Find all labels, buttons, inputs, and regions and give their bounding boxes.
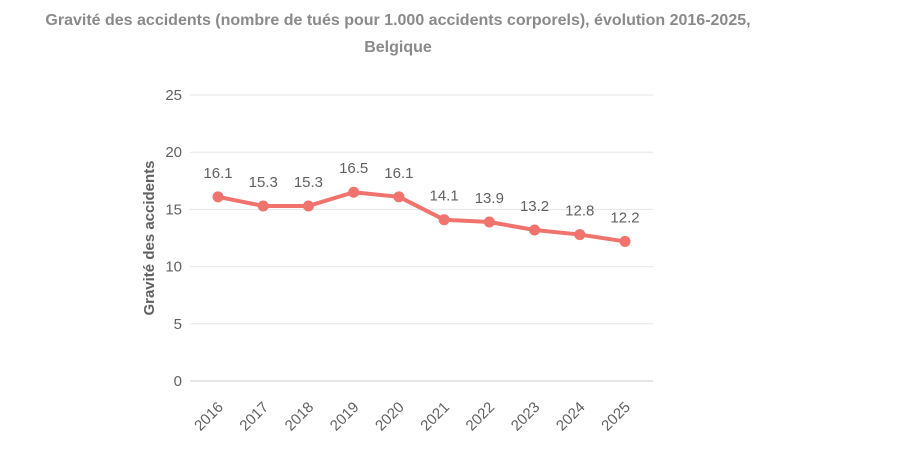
x-tick-label: 2021 xyxy=(417,399,453,435)
y-axis-title: Gravité des accidents xyxy=(141,160,158,315)
x-tick-label: 2025 xyxy=(598,399,634,435)
y-tick-label: 10 xyxy=(165,259,182,276)
data-point-label: 16.1 xyxy=(203,165,232,182)
data-series-line xyxy=(216,190,627,244)
y-tick-label: 15 xyxy=(165,201,182,218)
x-tick-label: 2023 xyxy=(508,399,544,435)
data-point-label: 12.2 xyxy=(610,209,639,226)
x-tick-label: 2019 xyxy=(327,399,363,435)
x-tick-label: 2022 xyxy=(463,399,499,435)
y-tick-label: 0 xyxy=(174,373,182,390)
chart-title: Gravité des accidents (nombre de tués po… xyxy=(0,7,796,61)
data-point-label: 13.9 xyxy=(475,190,504,207)
y-tick-label: 5 xyxy=(174,316,182,333)
data-point[interactable] xyxy=(483,216,495,228)
x-tick-label: 2020 xyxy=(372,399,408,435)
x-tick-label: 2017 xyxy=(236,399,272,435)
data-point-label: 15.3 xyxy=(249,174,278,191)
data-point[interactable] xyxy=(393,191,405,203)
data-point[interactable] xyxy=(212,191,224,203)
y-tick-label: 20 xyxy=(165,144,182,161)
data-point[interactable] xyxy=(302,200,314,212)
chart-title-line-2: Belgique xyxy=(364,39,432,56)
data-point[interactable] xyxy=(257,200,269,212)
data-point[interactable] xyxy=(438,214,450,226)
data-point[interactable] xyxy=(348,186,360,198)
x-tick-label: 2024 xyxy=(553,399,589,435)
data-point-label: 16.5 xyxy=(339,160,368,177)
data-point-label: 12.8 xyxy=(565,203,594,220)
data-point[interactable] xyxy=(529,224,541,236)
data-point-label: 14.1 xyxy=(430,188,459,205)
data-point-label: 15.3 xyxy=(294,174,323,191)
data-point[interactable] xyxy=(619,235,631,247)
x-tick-label: 2018 xyxy=(282,399,318,435)
y-tick-label: 25 xyxy=(165,87,182,104)
data-point[interactable] xyxy=(574,229,586,241)
data-point-label: 16.1 xyxy=(384,165,413,182)
x-tick-label: 2016 xyxy=(191,399,227,435)
data-point-label: 13.2 xyxy=(520,198,549,215)
chart-title-line-1: Gravité des accidents (nombre de tués po… xyxy=(45,12,751,29)
